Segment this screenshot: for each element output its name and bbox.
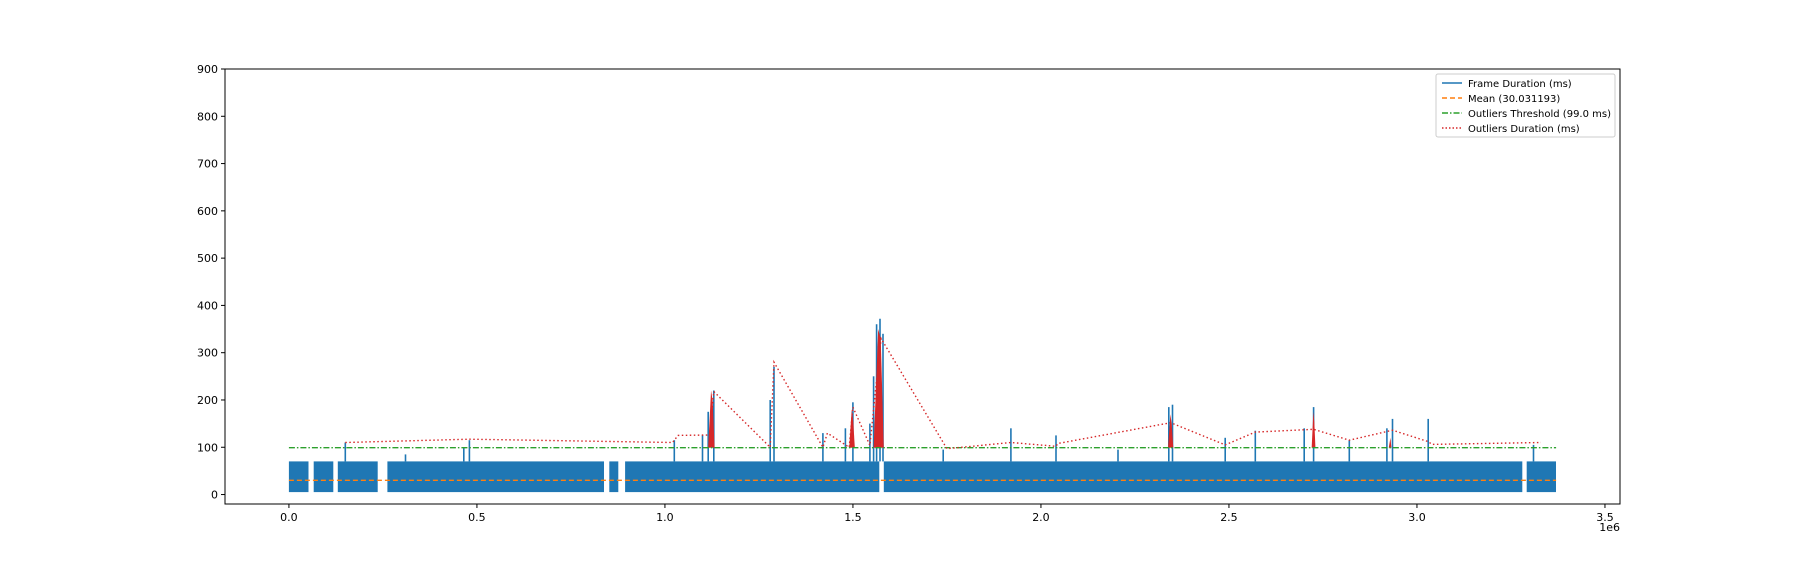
- outliers-fill-region: [1311, 411, 1316, 448]
- legend-entry-frame-duration: Frame Duration (ms): [1442, 79, 1572, 90]
- frame-duration-band: [625, 461, 880, 493]
- outliers-duration-line: [345, 336, 1542, 450]
- x-tick-label: 3.5: [1596, 511, 1614, 524]
- x-axis: 0.0 0.5 1.0 1.5 2.0 2.5 3.0 3.5: [280, 504, 1614, 524]
- legend-label: Frame Duration (ms): [1468, 79, 1572, 90]
- y-tick-label: 700: [197, 158, 218, 171]
- y-tick-label: 800: [197, 110, 218, 123]
- frame-duration-band: [288, 461, 309, 493]
- legend-label: Outliers Threshold (99.0 ms): [1468, 109, 1611, 120]
- y-tick-label: 0: [211, 489, 218, 502]
- frame-duration-band: [609, 461, 619, 493]
- outliers-fill-region: [873, 329, 884, 448]
- y-tick-label: 400: [197, 299, 218, 312]
- y-axis: 0 100 200 300 400 500 600 700 800 900: [197, 63, 225, 502]
- frame-duration-band: [387, 461, 604, 493]
- legend-entry-mean: Mean (30.031193): [1442, 94, 1560, 105]
- plot-frame: [224, 68, 1621, 505]
- x-tick-label: 0.5: [468, 511, 486, 524]
- frame-duration-band: [337, 461, 378, 493]
- legend-label: Outliers Duration (ms): [1468, 124, 1580, 135]
- legend-frame: [1435, 73, 1616, 138]
- x-tick-label: 0.0: [280, 511, 298, 524]
- legend: Frame Duration (ms) Mean (30.031193) Out…: [1435, 73, 1616, 138]
- legend-entry-outliers: Outliers Duration (ms): [1442, 124, 1580, 135]
- frame-duration-band: [313, 461, 334, 493]
- plot-content: [288, 318, 1557, 493]
- x-tick-label: 1.0: [656, 511, 674, 524]
- x-axis-scale-label: 1e6: [1599, 521, 1620, 534]
- legend-entry-threshold: Outliers Threshold (99.0 ms): [1442, 109, 1611, 120]
- y-tick-label: 500: [197, 252, 218, 265]
- y-tick-label: 200: [197, 394, 218, 407]
- x-tick-label: 2.5: [1220, 511, 1238, 524]
- x-tick-label: 3.0: [1408, 511, 1426, 524]
- y-tick-label: 600: [197, 205, 218, 218]
- y-tick-label: 100: [197, 441, 218, 454]
- y-tick-label: 900: [197, 63, 218, 76]
- x-tick-label: 2.0: [1032, 511, 1050, 524]
- y-tick-label: 300: [197, 347, 218, 360]
- x-tick-label: 1.5: [844, 511, 862, 524]
- frame-duration-band: [883, 461, 1523, 493]
- frame-duration-band: [1526, 461, 1556, 493]
- outliers-fill-region: [1168, 414, 1174, 448]
- outliers-fill-region: [1388, 437, 1393, 448]
- legend-label: Mean (30.031193): [1468, 94, 1560, 105]
